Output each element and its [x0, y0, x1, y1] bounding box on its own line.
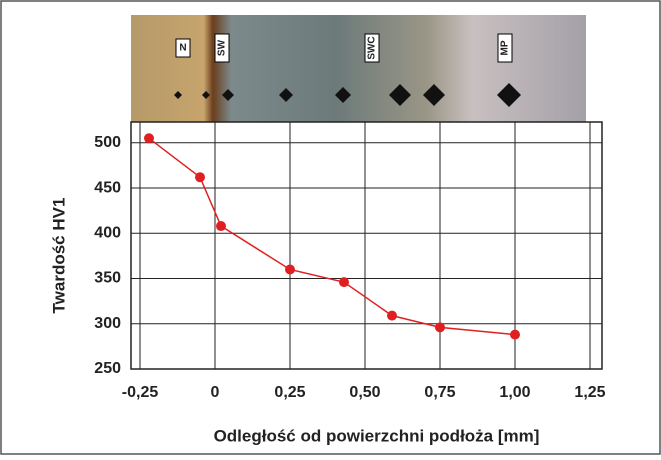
x-tick-label: 1,25	[574, 384, 605, 401]
x-tick-label: 0,50	[349, 384, 380, 401]
data-point	[435, 322, 445, 332]
data-point	[216, 221, 226, 231]
annotation: SWC	[367, 36, 378, 59]
x-tick-label: -0,25	[122, 384, 159, 401]
x-axis-label: Odległość od powierzchni podłoża [mm]	[214, 426, 540, 445]
micrograph	[131, 15, 586, 122]
x-tick-label: 1,00	[499, 384, 530, 401]
data-point	[339, 277, 349, 287]
data-point	[510, 330, 520, 340]
y-tick-label: 350	[94, 270, 121, 287]
y-tick-label: 400	[94, 225, 121, 242]
annotation: MP	[500, 40, 511, 55]
annotation: N	[179, 43, 186, 54]
x-tick-label: 0,75	[424, 384, 455, 401]
x-tick-label: 0,25	[274, 384, 305, 401]
data-point	[285, 264, 295, 274]
y-tick-label: 450	[94, 179, 121, 196]
y-tick-label: 500	[94, 134, 121, 151]
y-axis-label: Twardość HV1	[49, 198, 68, 314]
y-tick-label: 300	[94, 315, 121, 332]
data-point	[144, 133, 154, 143]
y-tick-label: 250	[94, 360, 121, 377]
chart: N SW SWC MP 250 300 350 400 450 500 -0,25 0 0,25 0,50…	[0, 0, 661, 455]
data-point	[195, 172, 205, 182]
annotation: SW	[217, 39, 228, 56]
data-point	[387, 311, 397, 321]
x-tick-label: 0	[211, 384, 220, 401]
